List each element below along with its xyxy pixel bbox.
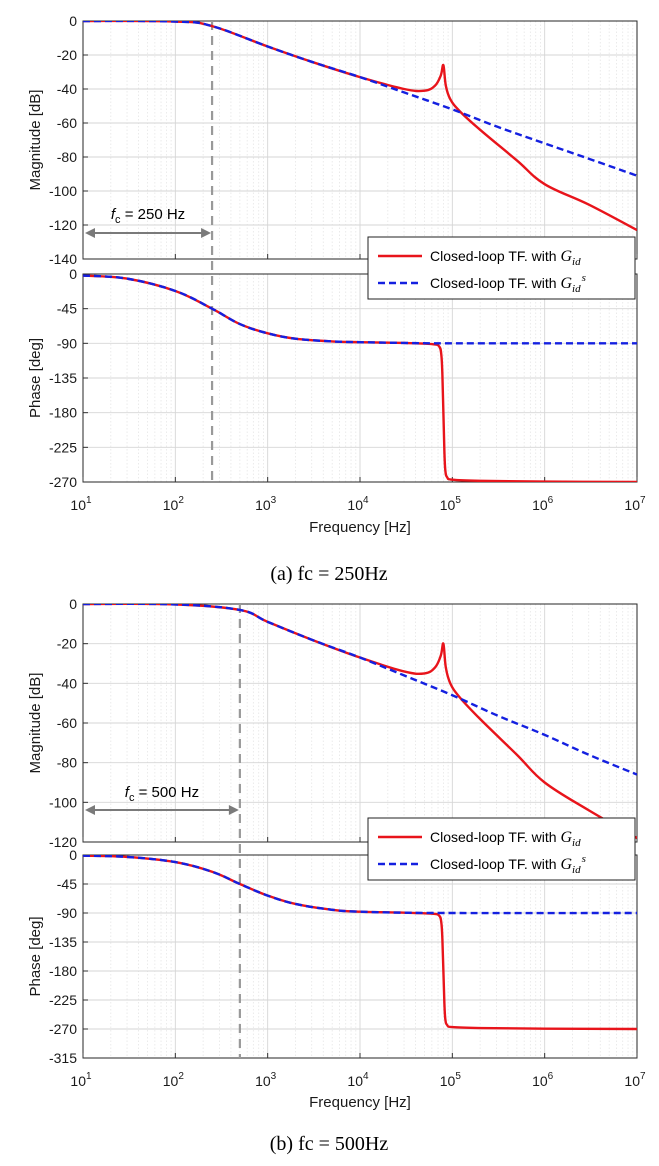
y-tick-label: -225 <box>49 992 77 1008</box>
y-tick-label: -180 <box>49 405 77 421</box>
x-tick-label: 102 <box>163 1071 185 1089</box>
x-tick-label: 106 <box>532 495 554 513</box>
y-tick-label: -135 <box>49 370 77 386</box>
y-axis-label: Magnitude [dB] <box>27 90 44 191</box>
y-tick-label: -120 <box>49 217 77 233</box>
magnitude-series-simplified <box>83 604 637 776</box>
figure-caption: (b) fc = 500Hz <box>270 1133 389 1155</box>
y-tick-label: -315 <box>49 1050 77 1066</box>
x-tick-label: 101 <box>70 495 92 513</box>
magnitude-plot: 0 -20 -40 -60 -80 -100 -120 -140 Magnitude [dB] <box>27 13 638 267</box>
x-tick-label: 104 <box>347 495 369 513</box>
y-axis-label: Phase [deg] <box>27 916 44 996</box>
y-tick-label: -45 <box>57 301 77 317</box>
x-tick-label: 102 <box>163 495 185 513</box>
fc-arrow-head-left <box>85 228 95 238</box>
y-tick-label: -90 <box>57 335 77 351</box>
phase-plot: 0 -45 -90 -135 -180 -225 -270 -315 Phase [deg] <box>27 847 638 1066</box>
x-axis-label: Frequency [Hz] <box>309 1094 411 1111</box>
phase-plot: 0 -45 -90 -135 -180 -225 -270 Phase [deg] <box>27 266 638 490</box>
y-tick-label: -135 <box>49 934 77 950</box>
y-tick-label: -60 <box>57 715 77 731</box>
fc-arrow-head-left <box>85 805 95 815</box>
y-tick-label: -20 <box>57 47 77 63</box>
y-tick-label: 0 <box>69 13 77 29</box>
y-tick-label: -60 <box>57 115 77 131</box>
legend-entry: Closed-loop TF. with Gid <box>430 248 581 268</box>
x-tick-label: 106 <box>532 1071 554 1089</box>
x-tick-label: 107 <box>624 495 646 513</box>
figure-caption: (a) fc = 250Hz <box>270 563 387 585</box>
fc-arrow-head-right <box>201 228 212 238</box>
x-tick-label: 103 <box>255 1071 277 1089</box>
y-tick-label: -80 <box>57 755 77 771</box>
magnitude-plot: 0 -20 -40 -60 -80 -100 -120 Magnitude [dB] <box>27 596 638 850</box>
y-tick-label: -80 <box>57 149 77 165</box>
y-tick-label: -180 <box>49 963 77 979</box>
y-tick-label: -100 <box>49 183 77 199</box>
y-tick-label: -45 <box>57 876 77 892</box>
y-tick-label: -90 <box>57 905 77 921</box>
y-tick-label: -270 <box>49 474 77 490</box>
legend-entry: Closed-loop TF. with Gids <box>430 853 586 876</box>
x-tick-label: 105 <box>440 1071 462 1089</box>
y-axis-label: Phase [deg] <box>27 338 44 418</box>
y-tick-label: -270 <box>49 1021 77 1037</box>
x-tick-label: 101 <box>70 1071 92 1089</box>
phase-series-closed-loop <box>83 274 637 482</box>
y-tick-label: -140 <box>49 251 77 267</box>
x-tick-label: 103 <box>255 495 277 513</box>
legend-entry: Closed-loop TF. with Gids <box>430 272 586 295</box>
y-axis-label: Magnitude [dB] <box>27 673 44 774</box>
legend: Closed-loop TF. with Gid Closed-loop TF. … <box>367 817 636 881</box>
y-tick-label: -100 <box>49 794 77 810</box>
y-tick-label: -20 <box>57 636 77 652</box>
legend-entry: Closed-loop TF. with Gid <box>430 829 581 849</box>
y-tick-label: 0 <box>69 266 77 282</box>
y-tick-label: -40 <box>57 81 77 97</box>
y-tick-label: -40 <box>57 675 77 691</box>
magnitude-series-simplified <box>83 21 637 177</box>
y-tick-label: 0 <box>69 847 77 863</box>
magnitude-series-closed-loop <box>83 21 637 232</box>
x-tick-label: 107 <box>624 1071 646 1089</box>
phase-series-simplified <box>83 855 637 915</box>
fc-label: fc = 250 Hz <box>111 206 185 226</box>
legend-box <box>367 817 636 881</box>
legend: Closed-loop TF. with Gid Closed-loop TF. … <box>367 236 636 300</box>
y-tick-label: 0 <box>69 596 77 612</box>
x-tick-label: 104 <box>347 1071 369 1089</box>
fc-label: fc = 500 Hz <box>125 784 199 804</box>
y-tick-label: -120 <box>49 834 77 850</box>
legend-box <box>367 236 636 300</box>
x-tick-label: 105 <box>440 495 462 513</box>
y-tick-label: -225 <box>49 439 77 455</box>
phase-series-simplified <box>83 274 637 345</box>
fc-arrow-head-right <box>228 805 239 815</box>
x-axis-label: Frequency [Hz] <box>309 519 411 536</box>
chart-panel-b: 0 -20 -40 -60 -80 -100 -120 Magnitude [dB] 0 -45 -… <box>27 596 646 1155</box>
